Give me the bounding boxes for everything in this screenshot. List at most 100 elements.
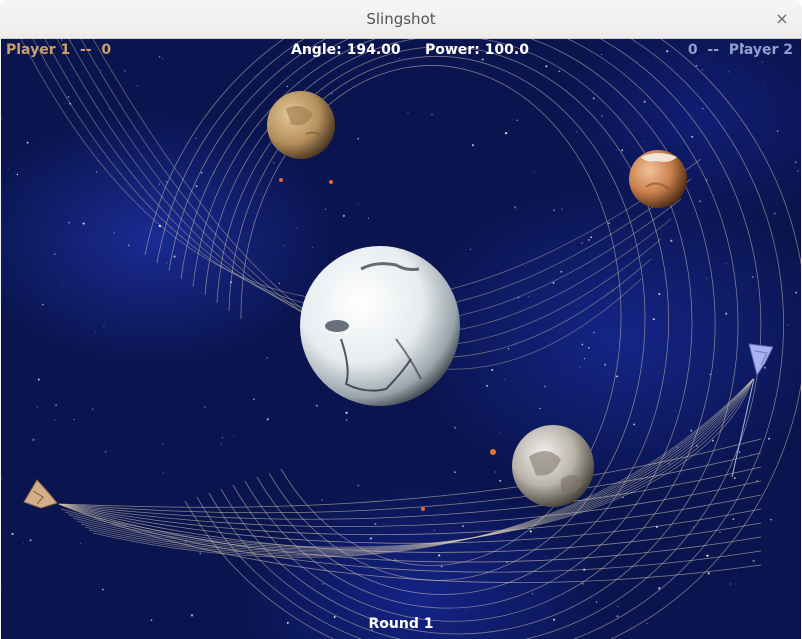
star <box>545 556 547 558</box>
star <box>581 242 584 245</box>
star <box>454 426 457 429</box>
debris <box>279 178 496 511</box>
debris-particle <box>490 449 496 455</box>
star <box>342 214 345 218</box>
star <box>709 373 711 375</box>
planet-snowball-ridge <box>360 262 420 271</box>
star <box>481 58 484 61</box>
trajectory-trail <box>168 39 762 639</box>
player1-score: Player 1 -- 0 <box>6 42 112 58</box>
star <box>642 141 644 143</box>
star <box>1 117 3 119</box>
star <box>558 70 561 73</box>
star <box>16 173 19 176</box>
planet-snowball <box>300 246 460 406</box>
star <box>158 224 162 228</box>
star <box>36 406 38 408</box>
star <box>80 542 82 544</box>
star <box>498 431 500 433</box>
star <box>701 69 704 71</box>
trajectory-trail <box>58 503 762 553</box>
star <box>690 429 693 432</box>
star <box>674 410 676 411</box>
star <box>44 65 46 66</box>
star <box>633 423 636 426</box>
star <box>581 343 584 346</box>
star <box>787 324 789 326</box>
close-icon[interactable]: × <box>775 9 789 28</box>
star <box>54 253 56 255</box>
star <box>507 347 510 350</box>
star <box>561 208 563 210</box>
star <box>127 244 130 247</box>
star <box>91 141 93 143</box>
star <box>433 529 436 531</box>
star <box>773 212 776 215</box>
planet-grey <box>512 425 594 507</box>
star <box>513 206 517 209</box>
trajectory-trail <box>58 503 762 563</box>
star <box>646 623 648 625</box>
star <box>66 98 67 100</box>
star <box>501 47 504 50</box>
star <box>296 227 298 229</box>
star <box>204 406 206 408</box>
title-bar[interactable]: Slingshot × <box>0 0 802 39</box>
planet-tan-marking <box>286 105 313 126</box>
star <box>738 522 740 524</box>
trajectory-trail <box>192 39 716 622</box>
star <box>311 246 314 249</box>
trajectory-trail <box>88 378 754 557</box>
star <box>41 303 44 306</box>
star <box>517 296 520 299</box>
star <box>702 108 704 110</box>
star <box>601 54 603 56</box>
star <box>67 96 70 98</box>
star <box>533 171 535 173</box>
star <box>484 605 486 607</box>
planet-orange <box>629 150 687 208</box>
star <box>608 222 611 225</box>
star <box>553 618 556 621</box>
star <box>706 277 708 279</box>
star <box>528 296 530 297</box>
planet-tan <box>267 91 335 159</box>
star <box>770 518 772 521</box>
star <box>616 375 619 378</box>
star <box>324 415 325 417</box>
star <box>103 325 105 327</box>
star <box>719 531 721 533</box>
debris-particle <box>421 507 425 511</box>
star <box>733 477 736 480</box>
star <box>162 58 163 59</box>
star <box>266 418 269 421</box>
star <box>491 368 494 372</box>
planet-snowball-hole <box>325 320 349 332</box>
star <box>581 582 584 585</box>
star <box>399 58 400 59</box>
star <box>670 237 672 239</box>
star <box>162 443 164 445</box>
star <box>764 72 766 74</box>
star <box>97 160 99 162</box>
star <box>583 358 586 360</box>
planet-tan-body <box>267 91 335 159</box>
star <box>529 99 531 101</box>
star <box>516 119 518 121</box>
star <box>510 591 511 593</box>
star <box>729 583 732 585</box>
trajectory-trail <box>204 39 693 609</box>
star <box>604 363 607 366</box>
trajectory-trail <box>58 503 762 544</box>
star <box>504 378 506 381</box>
star <box>369 537 373 540</box>
star <box>286 621 289 624</box>
trajectory-trail <box>76 378 754 553</box>
game-canvas[interactable]: Player 1 -- 0 Angle: 194.00 Power: 100.0… <box>1 39 801 639</box>
star <box>73 418 75 421</box>
trajectory-trail <box>58 480 762 527</box>
star <box>440 565 443 568</box>
star <box>752 559 755 563</box>
star <box>393 558 396 561</box>
